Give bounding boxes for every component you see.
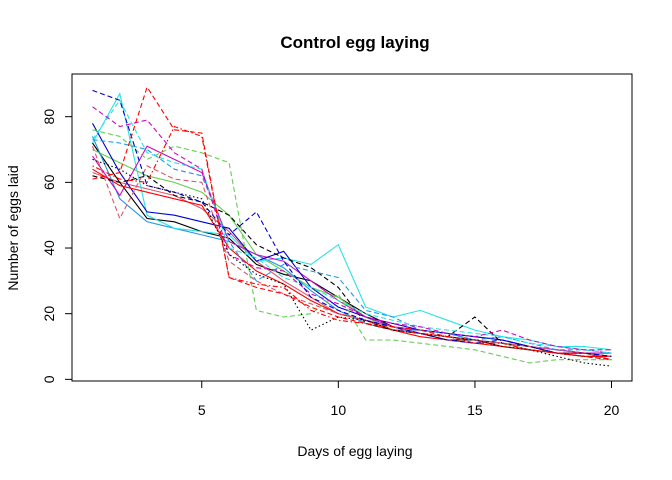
series-line-13	[92, 99, 612, 354]
x-axis: 5 10 15 20	[92, 380, 620, 418]
series-line-17	[92, 158, 612, 367]
x-tick-label: 20	[604, 402, 620, 418]
x-tick-label: 15	[467, 402, 483, 418]
series-group	[91, 85, 612, 367]
chart-title: Control egg laying	[280, 33, 429, 52]
series-line-16	[92, 85, 612, 361]
y-tick-label: 40	[41, 240, 57, 256]
series-line-10	[91, 146, 612, 357]
x-axis-label: Days of egg laying	[297, 443, 412, 459]
plot-frame	[71, 73, 633, 382]
series-line-9	[92, 175, 612, 361]
series-line-8	[92, 168, 612, 357]
y-tick-label: 80	[41, 109, 57, 125]
y-tick-label: 20	[41, 306, 57, 322]
series-line-3	[92, 149, 612, 361]
x-tick-label: 10	[331, 402, 347, 418]
series-line-2	[92, 171, 612, 357]
y-tick-label: 0	[41, 375, 57, 383]
series-line-18	[92, 125, 612, 361]
y-tick-label: 60	[41, 174, 57, 190]
series-line-12	[92, 139, 612, 354]
series-line-7	[92, 123, 612, 357]
x-tick-label: 5	[198, 402, 206, 418]
series-line-5	[92, 92, 612, 351]
series-line-14	[92, 106, 612, 351]
series-line-15	[92, 89, 612, 357]
series-line-11	[92, 129, 612, 364]
y-axis: 0 20 40 60 80	[41, 109, 73, 383]
y-axis-label: Number of eggs laid	[5, 165, 21, 290]
series-line-1	[92, 142, 612, 357]
